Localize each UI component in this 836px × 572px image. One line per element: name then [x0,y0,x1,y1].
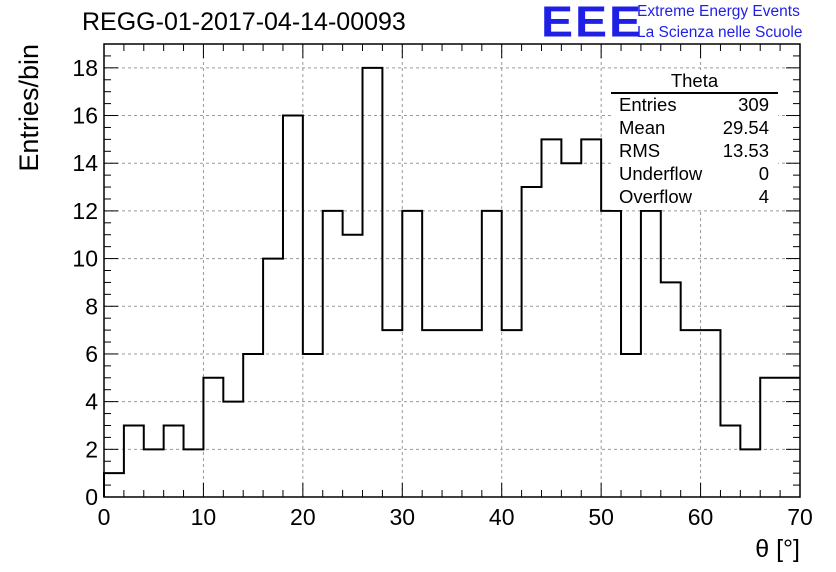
histogram-bin [323,211,343,497]
histogram-bin [740,449,760,497]
org-line-1: Extreme Energy Events [637,3,800,20]
x-tick-label: 40 [489,504,515,530]
y-tick-label: 2 [85,436,98,462]
x-tick-label: 10 [191,504,217,530]
y-tick-label: 8 [85,293,98,319]
histogram-bin [223,402,243,497]
histogram-outline [103,66,800,497]
y-tick-label: 6 [85,341,98,367]
y-tick-label: 12 [72,198,98,224]
x-tick-label: 50 [588,504,614,530]
stats-title: Theta [611,70,778,94]
x-tick-label: 30 [389,504,415,530]
histogram-bin [343,235,363,497]
histogram-bin [581,139,601,497]
x-tick-label: 70 [787,504,813,530]
histogram-bin [720,425,740,497]
x-tick-label: 0 [98,504,111,530]
stats-value: 309 [738,94,769,115]
x-tick-label: 60 [688,504,714,530]
histogram-bin [184,449,204,497]
histogram-bin [780,378,800,497]
histogram-bin [263,259,283,497]
y-axis-label: Entries/bin [14,44,44,172]
x-tick-label: 20 [290,504,316,530]
plot-frame [103,43,801,498]
histogram-bin [462,330,482,497]
histogram-bin [601,211,621,497]
y-tick-label: 14 [72,150,98,176]
stats-key: Mean [619,117,666,138]
stats-value: 13.53 [722,140,769,161]
stats-value: 29.54 [722,117,769,138]
org-line-2: La Scienza nelle Scuole [637,24,803,41]
stats-row-overflow: Overflow 4 [619,185,769,208]
histogram-bin [681,330,701,497]
histogram-bin [541,139,561,497]
x-axis-label: θ [°] [755,535,800,563]
stats-key: Overflow [619,186,692,207]
stats-key: RMS [619,140,661,161]
histogram-bin [164,425,184,497]
histogram-bin [701,330,721,497]
histogram-bin [283,116,303,497]
stats-row-underflow: Underflow 0 [619,162,769,185]
histogram-bin [641,211,661,497]
y-tick-label: 4 [85,389,98,415]
y-tick-label: 10 [72,246,98,272]
histogram-bin [661,282,681,497]
stats-key: Underflow [619,163,703,184]
histogram-bin [303,354,323,497]
histogram-bin [442,330,462,497]
histogram-bin [104,473,124,497]
histogram-bin [561,163,581,497]
stats-value: 0 [758,163,769,184]
stats-value: 4 [758,186,769,207]
histogram-bin [203,378,223,497]
histogram-bin [124,425,144,497]
histogram-bin [482,211,502,497]
stats-row-mean: Mean 29.54 [619,116,769,139]
stats-row-rms: RMS 13.53 [619,139,769,162]
histogram-bin [382,330,402,497]
y-tick-label: 18 [72,55,98,81]
eee-logo: EEE [541,0,644,47]
chart-title: REGG-01-2017-04-14-00093 [82,8,406,36]
histogram-bin [243,354,263,497]
histogram-bin [522,187,542,497]
y-tick-label: 0 [85,484,98,510]
histogram-bin [363,68,383,497]
histogram-bin [760,378,780,497]
histogram-bin [402,211,422,497]
histogram-bin [422,330,442,497]
y-tick-label: 16 [72,103,98,129]
stats-box: Theta Entries 309 Mean 29.54 RMS 13.53 U… [611,70,778,210]
stats-row-entries: Entries 309 [619,93,769,116]
stats-key: Entries [619,94,677,115]
histogram-bin [144,449,164,497]
histogram-bin [502,330,522,497]
histogram-bin [621,354,641,497]
